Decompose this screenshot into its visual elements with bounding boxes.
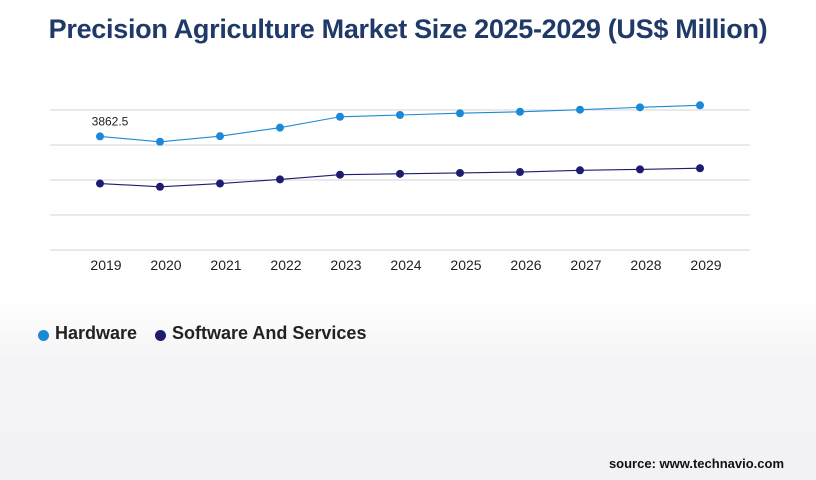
legend-item-hardware[interactable]: Hardware	[38, 323, 137, 344]
x-tick-label: 2029	[690, 257, 721, 273]
x-tick-label: 2024	[390, 257, 421, 273]
data-point	[96, 132, 104, 141]
x-tick-label: 2022	[270, 257, 301, 273]
x-tick-label: 2021	[210, 257, 241, 273]
legend-item-software[interactable]: Software And Services	[155, 323, 366, 344]
x-tick-label: 2028	[630, 257, 661, 273]
data-point	[456, 168, 464, 177]
gridlines	[50, 109, 750, 251]
source-credit: source: www.technavio.com	[608, 456, 784, 471]
chart-title: Precision Agriculture Market Size 2025-2…	[48, 14, 768, 44]
data-point	[396, 111, 404, 119]
data-point	[216, 132, 224, 141]
data-point	[696, 164, 704, 173]
data-label: 3862.5	[92, 114, 129, 128]
data-point	[696, 101, 704, 110]
series-line-hardware	[99, 104, 701, 143]
x-tick-label: 2023	[330, 257, 361, 273]
x-axis-ticks: 2019 2020 2021 2022 2023 2024 2025 2026 2027 2028…	[90, 257, 721, 273]
data-point	[456, 109, 464, 118]
legend-marker-hardware	[38, 329, 49, 341]
data-point	[276, 123, 284, 132]
x-tick-label: 2026	[510, 257, 541, 273]
data-point	[336, 170, 344, 179]
legend-label-software: Software And Services	[172, 323, 367, 343]
series-group	[96, 101, 704, 191]
data-point	[576, 105, 584, 114]
data-point	[156, 137, 164, 146]
data-point	[396, 169, 404, 178]
data-point	[156, 182, 164, 191]
data-point	[516, 168, 524, 177]
data-point	[96, 179, 104, 188]
legend-label-hardware: Hardware	[55, 323, 138, 343]
data-point	[276, 175, 284, 184]
x-tick-label: 2019	[90, 257, 121, 273]
x-tick-label: 2025	[450, 257, 481, 273]
data-point	[336, 112, 344, 121]
data-point	[636, 165, 644, 174]
data-labels: 3862.5	[92, 114, 129, 128]
legend-marker-software	[155, 329, 167, 341]
data-point	[576, 166, 584, 175]
x-tick-label: 2020	[150, 257, 181, 273]
data-point	[636, 103, 644, 112]
legend: Hardware Software And Services	[38, 323, 384, 344]
data-point	[216, 179, 224, 188]
data-point	[516, 107, 524, 116]
x-tick-label: 2027	[570, 257, 601, 273]
